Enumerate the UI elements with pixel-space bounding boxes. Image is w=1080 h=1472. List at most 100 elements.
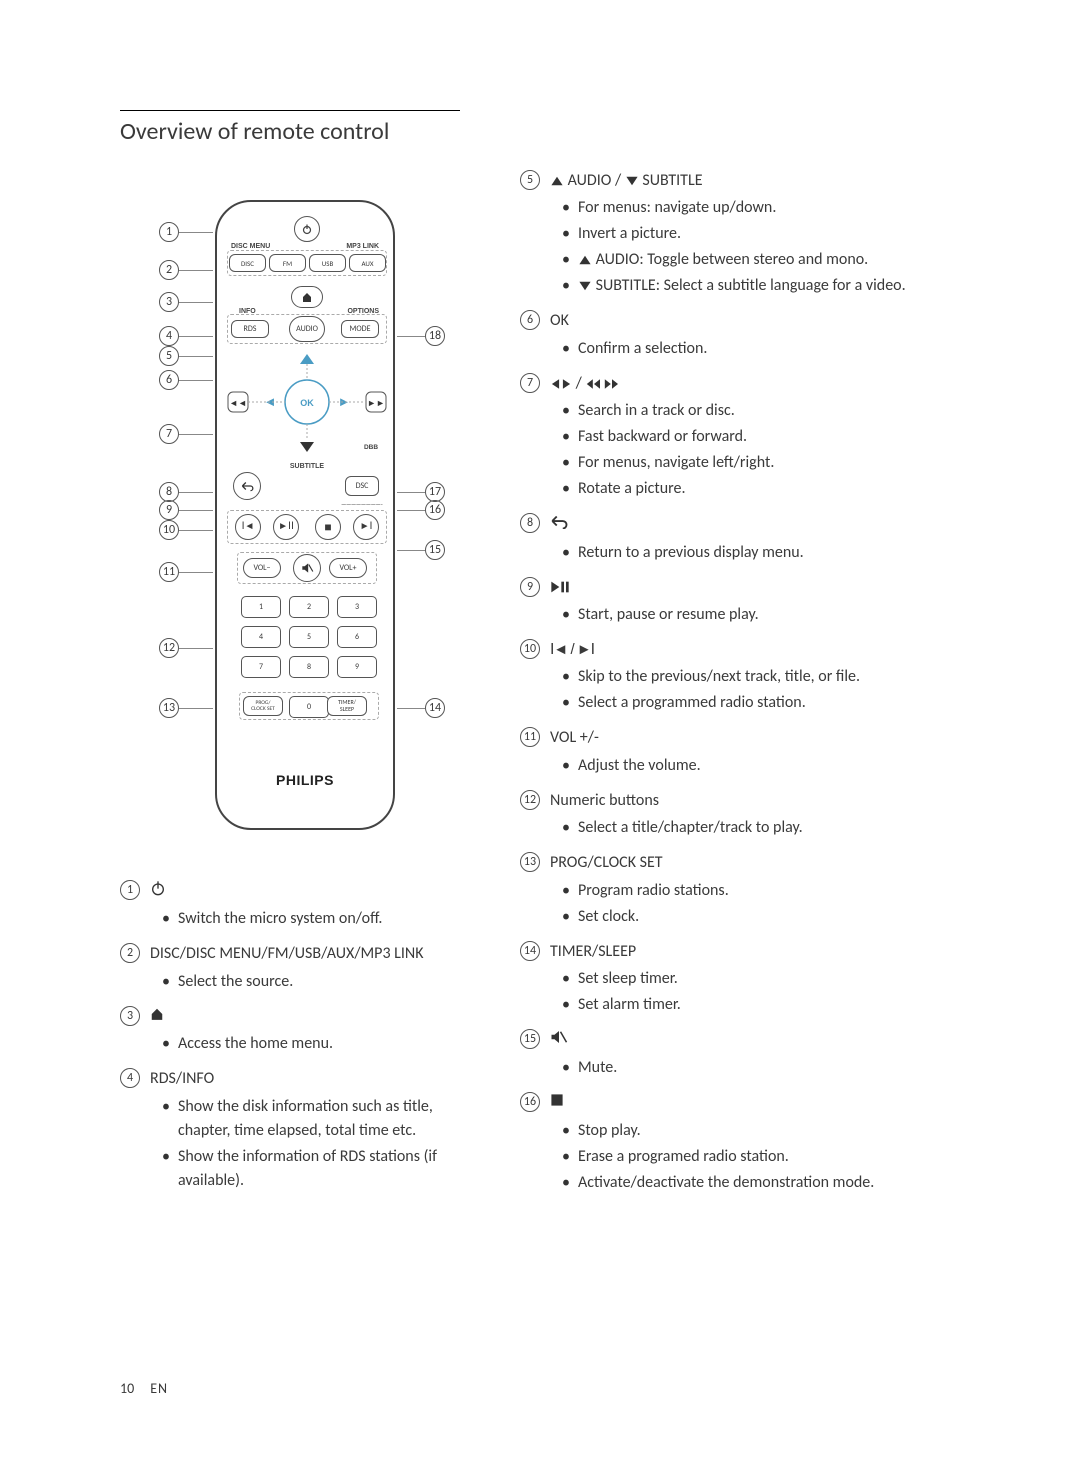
desc-bullet: Rotate a picture. [550,477,960,501]
remote-body: DISC MENU MP3 LINK DISCFMUSBAUX INFO OPT… [215,200,395,830]
desc-title-7: / [550,373,960,395]
callout-1: 1 [159,222,179,242]
label-options: OPTIONS [347,308,379,315]
remote-timer: TIMER/ SLEEP [327,696,367,716]
callout-12: 12 [159,638,179,658]
remote-audio: AUDIO [289,316,325,342]
desc-bullet: Access the home menu. [150,1032,480,1056]
remote-brand: PHILIPS [276,772,334,788]
desc-title-10: Ⅰ◄ / ►Ⅰ [550,639,960,661]
callout-5: 5 [159,346,179,366]
desc-item-11: 11 VOL +/- Adjust the volume. [520,727,960,779]
desc-bullet: Confirm a selection. [550,337,960,361]
desc-bullets-2: Select the source. [150,970,480,994]
desc-title-9 [550,577,960,599]
callout-16: 16 [425,500,445,520]
remote-stop: ■ [315,514,341,540]
remote-source-disc: DISC [229,254,266,272]
callout-11: 11 [159,562,179,582]
remote-volplus: VOL+ [329,558,367,578]
desc-num-8: 8 [520,513,540,533]
desc-bullet: For menus: navigate up/down. [550,196,960,220]
desc-bullet: Erase a programed radio station. [550,1145,960,1169]
remote-key-4: 4 [241,626,281,648]
remote-home [291,286,323,308]
desc-bullet: Select the source. [150,970,480,994]
dash-stop [341,504,383,505]
desc-title-1 [150,880,480,903]
remote-key-2: 2 [289,596,329,618]
desc-bullet: Mute. [550,1056,960,1080]
svg-text:SUBTITLE: SUBTITLE [290,463,325,470]
left-column: DISC MENU MP3 LINK DISCFMUSBAUX INFO OPT… [120,170,480,1207]
remote-key-0: 0 [289,696,329,718]
desc-title-13: PROG/CLOCK SET [550,852,960,874]
desc-title-14: TIMER/SLEEP [550,941,960,963]
desc-item-14: 14TIMER/SLEEPSet sleep timer.Set alarm t… [520,941,960,1019]
desc-bullet: Show the disk information such as title,… [150,1095,480,1143]
desc-num-11: 11 [520,727,540,747]
remote-source-aux: AUX [349,254,386,272]
desc-item-16: 16Stop play.Erase a programed radio stat… [520,1092,960,1196]
desc-bullet: Set sleep timer. [550,967,960,991]
page-lang: EN [150,1380,168,1397]
desc-bullet: Invert a picture. [550,222,960,246]
remote-key-3: 3 [337,596,377,618]
desc-bullets-1: Switch the micro system on/off. [150,907,480,931]
desc-bullets-9: Start, pause or resume play. [550,603,960,627]
remote-key-7: 7 [241,656,281,678]
desc-num-9: 9 [520,577,540,597]
desc-num-15: 15 [520,1029,540,1049]
label-discmenu: DISC MENU [231,243,270,250]
desc-item-2: 2 DISC/DISC MENU/FM/USB/AUX/MP3 LINK Selec… [120,943,480,995]
desc-num-2: 2 [120,943,140,963]
desc-bullets-16: Stop play.Erase a programed radio statio… [550,1119,960,1195]
callout-2: 2 [159,260,179,280]
svg-text:◄◄: ◄◄ [229,398,247,409]
desc-bullet: Skip to the previous/next track, title, … [550,665,960,689]
desc-num-13: 13 [520,852,540,872]
right-column: 5 AUDIO / SUBTITLEFor menus: navigate up… [520,170,960,1207]
desc-num-3: 3 [120,1006,140,1026]
desc-bullet: Fast backward or forward. [550,425,960,449]
desc-bullets-6: Confirm a selection. [550,337,960,361]
callout-6: 6 [159,370,179,390]
desc-title-12: Numeric buttons [550,790,960,812]
callout-4: 4 [159,326,179,346]
desc-bullet: Activate/deactivate the demonstration mo… [550,1171,960,1195]
page-footer: 10 EN [120,1380,168,1397]
left-descriptions: 1Switch the micro system on/off.2DISC/DI… [120,880,480,1195]
desc-title-11: VOL +/- [550,727,960,749]
desc-bullets-5: For menus: navigate up/down.Invert a pic… [550,196,960,298]
desc-bullets-4: Show the disk information such as title,… [150,1095,480,1193]
desc-bullets-7: Search in a track or disc.Fast backward … [550,399,960,501]
remote-prog: PROG/ CLOCK SET [243,696,283,716]
desc-item-13: 13PROG/CLOCK SETProgram radio stations.S… [520,852,960,930]
desc-bullets-12: Select a title/chapter/track to play. [550,816,960,840]
callout-10: 10 [159,520,179,540]
desc-bullet: Program radio stations. [550,879,960,903]
remote-mode: MODE [341,320,379,338]
desc-title-5: AUDIO / SUBTITLE [550,170,960,192]
svg-text:OK: OK [300,398,314,408]
desc-item-6: 6OKConfirm a selection. [520,310,960,362]
callout-17: 17 [425,482,445,502]
desc-title-3 [150,1006,480,1028]
remote-key-6: 6 [337,626,377,648]
remote-key-9: 9 [337,656,377,678]
desc-title-2: DISC/DISC MENU/FM/USB/AUX/MP3 LINK [150,943,480,965]
desc-title-6: OK [550,310,960,332]
remote-dsc: DSC [345,476,379,496]
desc-title-4: RDS/INFO [150,1068,480,1090]
desc-bullets-11: Adjust the volume. [550,754,960,778]
desc-bullet: Adjust the volume. [550,754,960,778]
desc-bullet: Select a programmed radio station. [550,691,960,715]
desc-item-4: 4RDS/INFOShow the disk information such … [120,1068,480,1194]
callout-3: 3 [159,292,179,312]
desc-title-16 [550,1092,960,1114]
content-columns: DISC MENU MP3 LINK DISCFMUSBAUX INFO OPT… [120,170,980,1207]
remote-figure: DISC MENU MP3 LINK DISCFMUSBAUX INFO OPT… [135,170,465,850]
desc-bullet: Start, pause or resume play. [550,603,960,627]
page-number: 10 [120,1380,134,1397]
desc-bullet: Search in a track or disc. [550,399,960,423]
